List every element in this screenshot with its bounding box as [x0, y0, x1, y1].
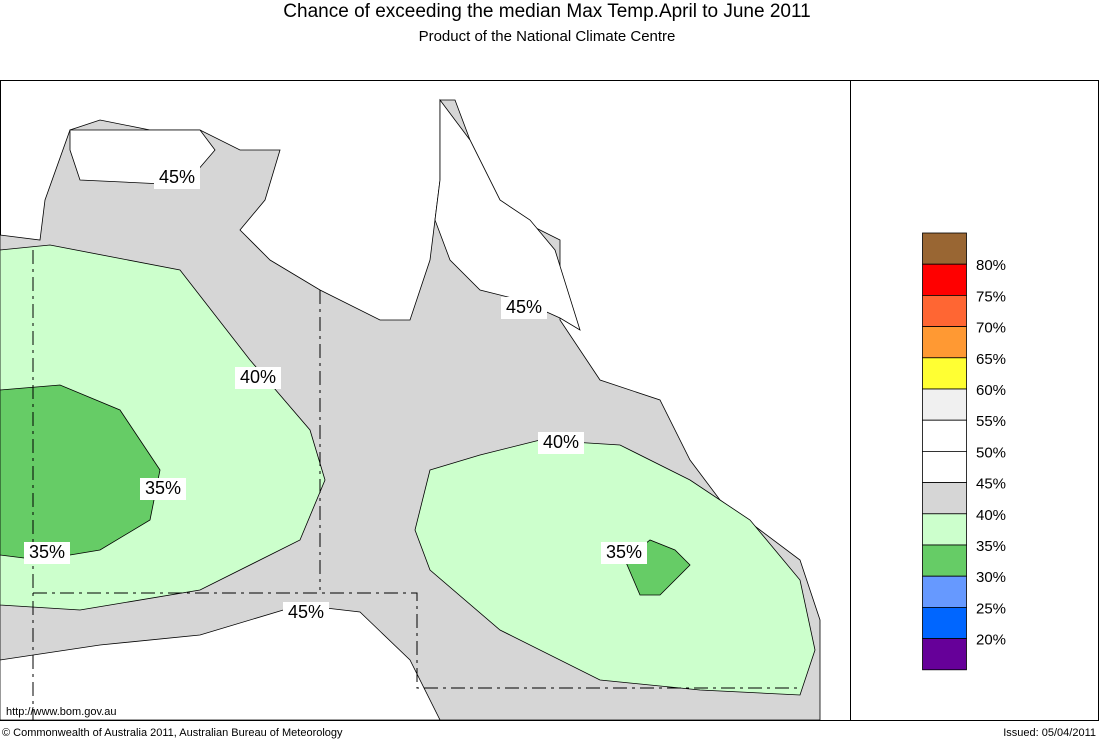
- legend-swatch: [922, 326, 967, 359]
- contour-label: 45%: [288, 602, 324, 622]
- contour-label-bg: [235, 367, 281, 389]
- legend-label: 50%: [976, 444, 1006, 461]
- legend-swatch: [922, 419, 967, 452]
- contour-label-bg: [154, 167, 200, 189]
- legend-label: 20%: [976, 632, 1006, 649]
- state-border: [32, 250, 800, 720]
- map: [0, 80, 851, 721]
- contour-label: 35%: [29, 542, 65, 562]
- legend-label: 55%: [976, 413, 1006, 430]
- legend-panel: [850, 80, 1099, 721]
- legend-label: 65%: [976, 351, 1006, 368]
- legend-swatch: [922, 263, 967, 296]
- contour-label-bg: [601, 542, 647, 564]
- issued: Issued: 05/04/2011: [1003, 727, 1096, 739]
- legend-label: 40%: [976, 507, 1006, 524]
- contour-label-bg: [538, 432, 584, 454]
- legend-swatch: [922, 232, 967, 265]
- contour-label: 40%: [240, 367, 276, 387]
- legend-swatch: [922, 544, 967, 577]
- legend-swatch: [922, 388, 967, 421]
- contour-label: 45%: [159, 167, 195, 187]
- legend-label: 45%: [976, 476, 1006, 493]
- contour-label-bg: [24, 542, 70, 564]
- region-above-45: [0, 604, 441, 721]
- legend-label: 25%: [976, 600, 1006, 617]
- region-above-45: [434, 98, 581, 331]
- legend-label: 75%: [976, 288, 1006, 305]
- legend-label: 60%: [976, 382, 1006, 399]
- legend-swatch: [922, 294, 967, 327]
- copyright: © Commonwealth of Australia 2011, Austra…: [2, 727, 343, 739]
- contour-label: 45%: [506, 297, 542, 317]
- legend-label: 80%: [976, 257, 1006, 274]
- legend-label: 70%: [976, 320, 1006, 337]
- legend-swatch: [922, 482, 967, 515]
- region-30-35: [0, 384, 161, 561]
- legend-swatch: [922, 607, 967, 640]
- legend-swatch: [922, 357, 967, 390]
- contour-label-bg: [501, 297, 547, 319]
- legend-swatch: [922, 575, 967, 608]
- url: http://www.bom.gov.au: [6, 706, 116, 718]
- contour-label: 35%: [606, 542, 642, 562]
- legend-label: 35%: [976, 538, 1006, 555]
- title: Chance of exceeding the median Max Temp.…: [283, 1, 810, 22]
- contour-label-bg: [140, 478, 186, 500]
- contour-label-bg: [283, 602, 329, 624]
- legend-label: 30%: [976, 569, 1006, 586]
- legend-swatch: [922, 638, 967, 671]
- subtitle: Product of the National Climate Centre: [419, 28, 676, 45]
- legend-swatch: [922, 450, 967, 483]
- contour-label: 40%: [543, 432, 579, 452]
- legend-swatch: [922, 513, 967, 546]
- contour-label: 35%: [145, 478, 181, 498]
